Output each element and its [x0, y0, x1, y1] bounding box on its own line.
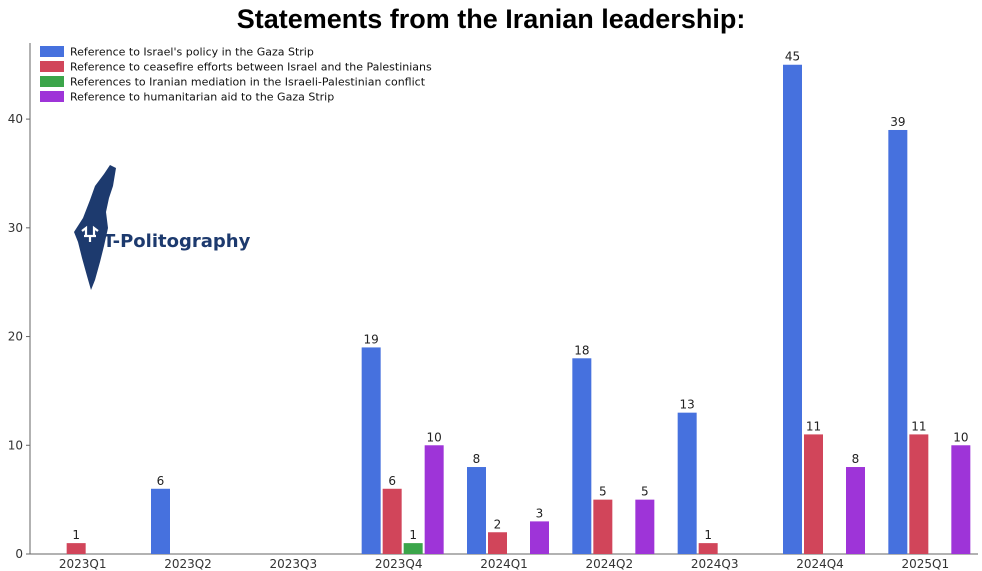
data-label: 2: [494, 517, 502, 531]
y-tick-label: 10: [8, 438, 23, 452]
x-tick-label: 2024Q4: [796, 557, 844, 571]
watermark-logo: T-Politography: [74, 165, 251, 290]
data-label: 10: [953, 430, 968, 444]
bar: [361, 347, 381, 554]
data-label: 11: [911, 419, 926, 433]
data-label: 8: [473, 452, 481, 466]
data-label: 6: [388, 474, 396, 488]
x-tick-label: 2024Q2: [586, 557, 634, 571]
x-tick-label: 2023Q2: [164, 557, 212, 571]
bar: [909, 434, 929, 554]
legend-label: Reference to ceasefire efforts between I…: [70, 61, 432, 74]
bars: [66, 64, 971, 554]
y-tick-label: 30: [8, 221, 23, 235]
legend-label: Reference to Israel's policy in the Gaza…: [70, 46, 314, 59]
data-label: 13: [680, 398, 695, 412]
bar: [677, 412, 697, 554]
data-label: 45: [785, 50, 800, 64]
data-label: 1: [704, 528, 712, 542]
x-tick-label: 2023Q1: [59, 557, 107, 571]
legend-swatch: [40, 76, 64, 87]
legend: Reference to Israel's policy in the Gaza…: [40, 46, 432, 104]
bar: [403, 543, 423, 554]
data-label: 5: [641, 485, 649, 499]
x-tick-label: 2025Q1: [902, 557, 950, 571]
bar: [951, 445, 971, 554]
data-label: 6: [157, 474, 165, 488]
bar: [698, 543, 718, 554]
data-label: 11: [806, 419, 821, 433]
legend-swatch: [40, 61, 64, 72]
legend-label: Reference to humanitarian aid to the Gaz…: [70, 91, 334, 104]
legend-swatch: [40, 46, 64, 57]
data-label: 39: [890, 115, 905, 129]
bar: [488, 532, 507, 554]
chart-title: Statements from the Iranian leadership:: [236, 4, 746, 34]
data-label: 8: [852, 452, 860, 466]
legend-label: References to Iranian mediation in the I…: [70, 76, 426, 89]
data-label: 1: [409, 528, 417, 542]
tools-icon: [81, 225, 99, 242]
data-label: 3: [536, 506, 544, 520]
y-tick-label: 40: [8, 112, 23, 126]
watermark-text: T-Politography: [103, 231, 251, 252]
bar: [572, 358, 592, 554]
bar: [593, 499, 613, 554]
bar: [467, 467, 486, 554]
bar: [424, 445, 444, 554]
legend-swatch: [40, 91, 64, 102]
x-tick-label: 2023Q4: [375, 557, 423, 571]
x-tick-label: 2023Q3: [270, 557, 318, 571]
x-tick-label: 2024Q3: [691, 557, 739, 571]
bar: [888, 129, 908, 554]
y-tick-label: 0: [15, 547, 23, 561]
bar: [846, 467, 865, 554]
x-tick-label: 2024Q1: [480, 557, 528, 571]
data-label: 10: [427, 430, 442, 444]
bar: [382, 488, 402, 554]
data-label: 18: [574, 343, 589, 357]
y-tick-label: 20: [8, 330, 23, 344]
bar: [66, 543, 86, 554]
data-label: 19: [364, 332, 379, 346]
bar: [151, 488, 170, 554]
bar: [804, 434, 823, 554]
data-label: 5: [599, 485, 607, 499]
bar: [530, 521, 549, 554]
bar: [635, 499, 655, 554]
data-label: 1: [72, 528, 80, 542]
bar: [783, 64, 802, 554]
